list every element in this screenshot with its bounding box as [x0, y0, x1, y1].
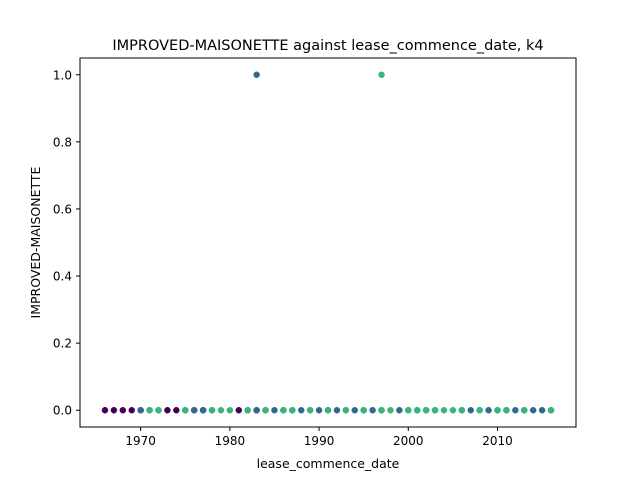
data-point: [217, 406, 225, 414]
data-point: [262, 406, 269, 414]
x-tick-label: 2000: [393, 434, 424, 448]
data-point: [458, 406, 466, 414]
data-point: [137, 406, 144, 414]
data-points: [101, 71, 555, 414]
data-point: [280, 406, 287, 414]
x-tick-label: 1980: [215, 434, 246, 448]
data-point: [271, 406, 278, 414]
data-point: [431, 406, 439, 414]
data-point: [422, 406, 430, 414]
data-point: [253, 71, 260, 79]
data-point: [494, 406, 501, 414]
chart-title: IMPROVED-MAISONETTE against lease_commen…: [112, 38, 543, 54]
data-point: [315, 406, 323, 414]
data-point: [476, 406, 483, 414]
data-point: [547, 406, 555, 414]
y-tick-label: 0.4: [53, 270, 72, 284]
y-tick-label: 1.0: [53, 68, 72, 82]
data-point: [378, 71, 385, 79]
data-point: [324, 406, 332, 414]
data-point: [190, 406, 198, 414]
data-point: [333, 406, 341, 414]
y-axis: 0.0 0.2 0.4 0.6 0.8 1.0: [53, 68, 80, 418]
plot-area: [79, 57, 577, 428]
data-point: [110, 406, 118, 414]
data-point: [440, 406, 448, 414]
data-point: [226, 406, 234, 414]
data-point: [449, 406, 457, 414]
data-point: [119, 406, 127, 414]
data-point: [369, 406, 376, 414]
data-point: [396, 406, 403, 414]
y-tick-label: 0.8: [53, 135, 72, 149]
data-point: [306, 406, 314, 414]
data-point: [297, 406, 305, 414]
data-point: [413, 406, 421, 414]
y-tick-label: 0.2: [53, 337, 72, 351]
data-point: [342, 406, 350, 414]
data-point: [467, 406, 474, 414]
x-axis-label: lease_commence_date: [257, 456, 400, 471]
x-axis: 1970 1980 1990 2000 2010: [125, 427, 513, 448]
data-point: [253, 406, 260, 414]
data-point: [351, 406, 359, 414]
data-point: [146, 406, 153, 414]
data-point: [208, 406, 216, 414]
data-point: [503, 406, 510, 414]
data-point: [155, 406, 162, 414]
y-tick-label: 0.6: [53, 202, 72, 216]
data-point: [289, 406, 296, 414]
data-point: [244, 406, 251, 414]
y-tick-label: 0.0: [53, 404, 72, 418]
data-point: [405, 406, 412, 414]
data-point: [128, 406, 135, 414]
data-point: [101, 406, 109, 414]
series-2: [137, 71, 555, 414]
data-point: [199, 406, 207, 414]
data-point: [173, 406, 180, 414]
data-point: [360, 406, 367, 414]
data-point: [521, 406, 528, 414]
data-point: [235, 406, 243, 414]
y-axis-label: IMPROVED-MAISONETTE: [28, 166, 43, 318]
data-point: [529, 406, 537, 414]
data-point: [538, 406, 546, 414]
data-point: [387, 406, 394, 414]
data-point: [378, 406, 385, 414]
data-point: [512, 406, 519, 414]
series-3: [146, 71, 555, 414]
data-point: [485, 406, 492, 414]
data-point: [164, 406, 171, 414]
x-tick-label: 1990: [304, 434, 335, 448]
x-tick-label: 2010: [482, 434, 513, 448]
series-1: [101, 406, 260, 414]
data-point: [182, 406, 189, 414]
x-tick-label: 1970: [125, 434, 156, 448]
